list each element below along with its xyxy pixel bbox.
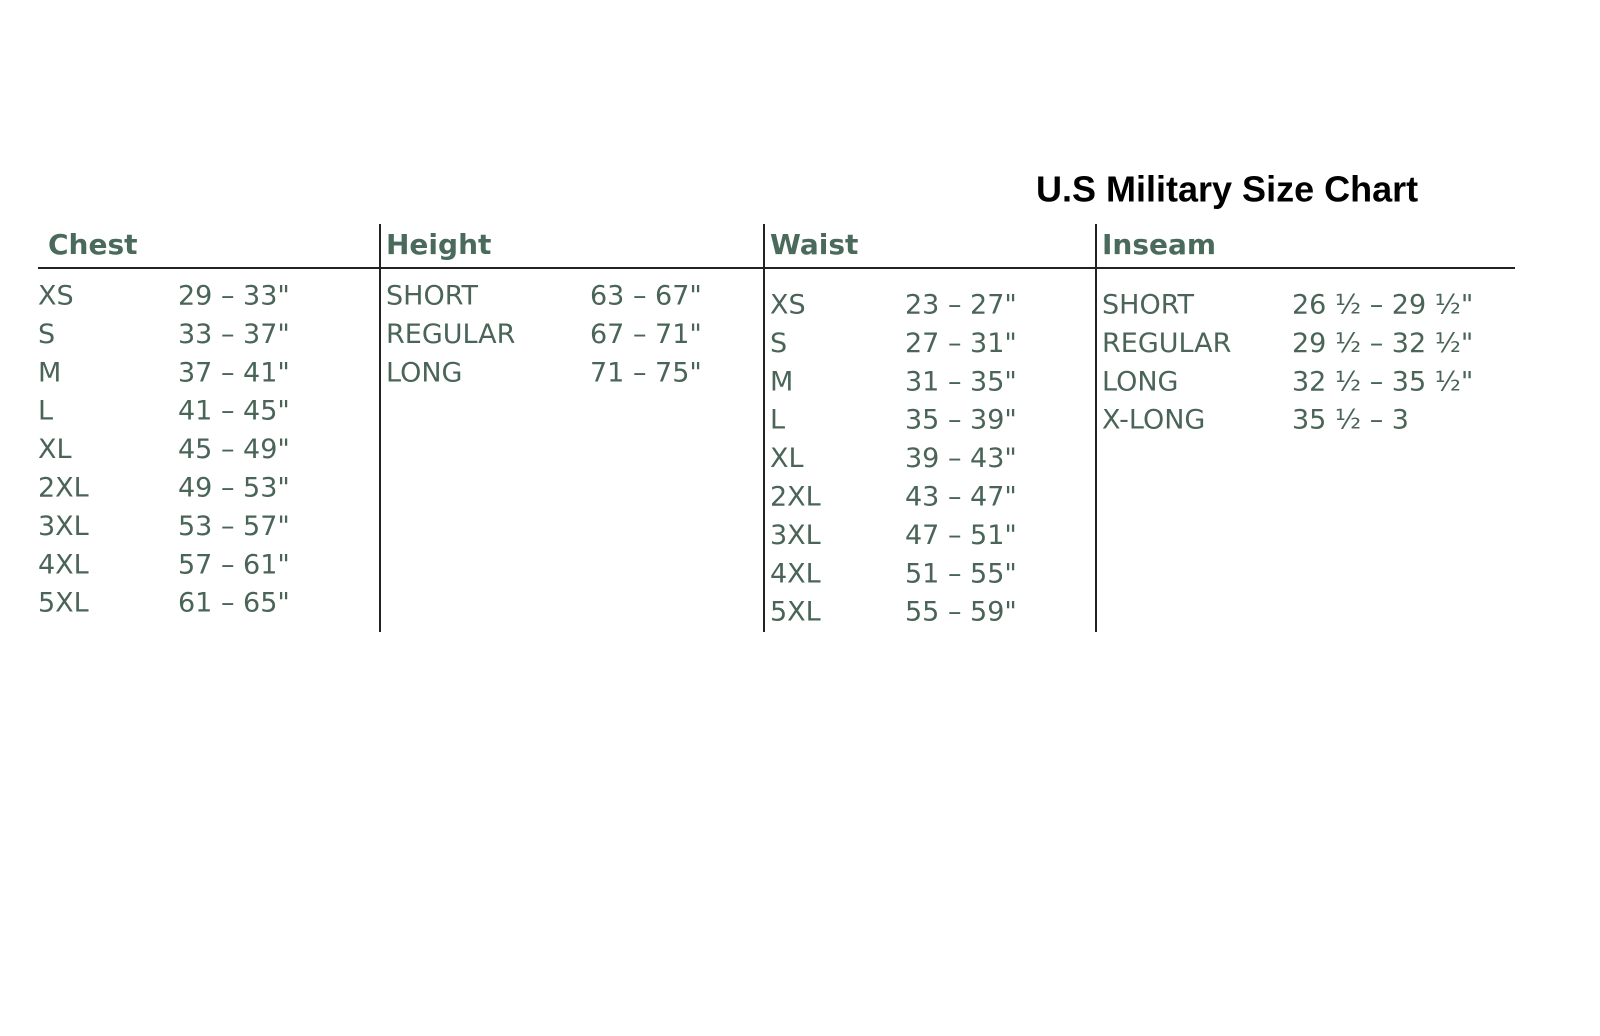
- size-range: 33 – 37": [178, 319, 290, 350]
- size-range: 49 – 53": [178, 473, 290, 504]
- size-range: 45 – 49": [178, 434, 290, 465]
- size-label: REGULAR: [386, 319, 515, 350]
- size-range: 26 ½ – 29 ½": [1292, 290, 1473, 321]
- size-label: 3XL: [38, 511, 89, 542]
- size-range: 53 – 57": [178, 511, 290, 542]
- size-range: 31 – 35": [905, 366, 1017, 397]
- title: U.S Military Size Chart: [1036, 169, 1418, 210]
- column-header: Height: [386, 228, 491, 261]
- size-label: LONG: [1102, 366, 1178, 397]
- size-label: 3XL: [770, 520, 821, 551]
- size-label: 5XL: [38, 588, 89, 619]
- size-label: SHORT: [1102, 290, 1194, 321]
- size-range: 61 – 65": [178, 588, 290, 619]
- size-range: 39 – 43": [905, 443, 1017, 474]
- size-label: XL: [38, 434, 72, 465]
- size-label: XL: [770, 443, 804, 474]
- size-range: 63 – 67": [590, 281, 702, 312]
- size-label: 2XL: [38, 473, 89, 504]
- column-header: Waist: [770, 228, 858, 261]
- size-label: 2XL: [770, 482, 821, 513]
- size-range: 47 – 51": [905, 520, 1017, 551]
- size-range: 41 – 45": [178, 396, 290, 427]
- size-range: 32 ½ – 35 ½": [1292, 366, 1473, 397]
- size-label: 4XL: [38, 549, 89, 580]
- size-label: XS: [38, 281, 74, 312]
- size-label: SHORT: [386, 281, 478, 312]
- size-label: S: [38, 319, 55, 350]
- size-label: LONG: [386, 357, 462, 388]
- size-range: 57 – 61": [178, 549, 290, 580]
- size-label: M: [770, 366, 793, 397]
- size-range: 55 – 59": [905, 597, 1017, 628]
- size-range: 35 – 39": [905, 405, 1017, 436]
- size-range: 43 – 47": [905, 482, 1017, 513]
- size-range: 29 ½ – 32 ½": [1292, 328, 1473, 359]
- column-header: Chest: [48, 228, 138, 261]
- size-label: 4XL: [770, 558, 821, 589]
- size-label: S: [770, 328, 787, 359]
- column-header: Inseam: [1102, 228, 1216, 261]
- size-label: 5XL: [770, 597, 821, 628]
- size-range: 51 – 55": [905, 558, 1017, 589]
- size-range: 29 – 33": [178, 281, 290, 312]
- size-label: L: [38, 396, 53, 427]
- size-label: XS: [770, 290, 806, 321]
- size-range: 67 – 71": [590, 319, 702, 350]
- size-range: 71 – 75": [590, 357, 702, 388]
- size-range: 27 – 31": [905, 328, 1017, 359]
- size-label: L: [770, 405, 785, 436]
- size-label: M: [38, 357, 61, 388]
- size-range: 35 ½ – 3: [1292, 405, 1409, 436]
- size-range: 23 – 27": [905, 290, 1017, 321]
- size-label: REGULAR: [1102, 328, 1231, 359]
- size-label: X-LONG: [1102, 405, 1205, 436]
- size-range: 37 – 41": [178, 357, 290, 388]
